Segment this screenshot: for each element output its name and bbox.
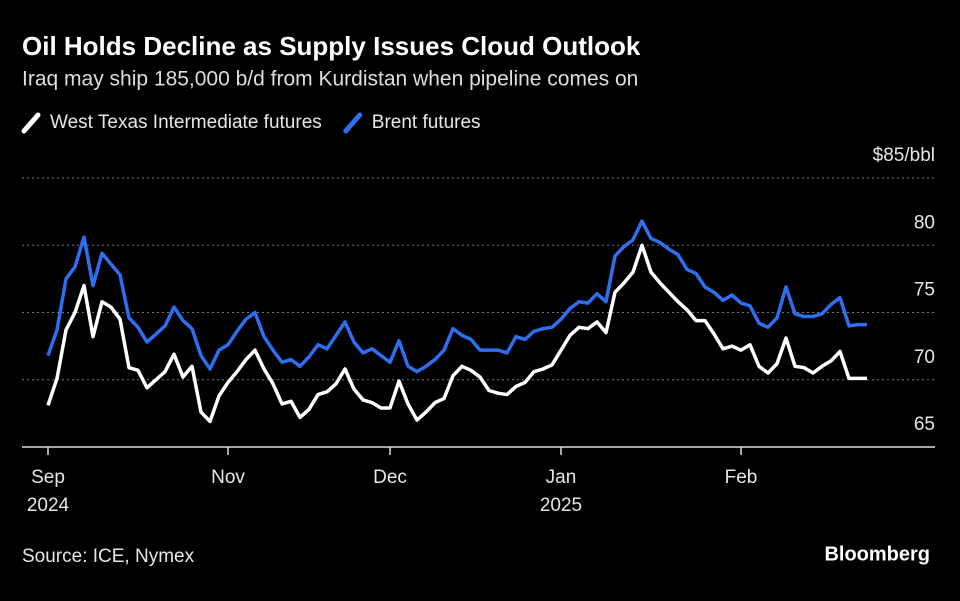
series-line bbox=[46, 219, 867, 374]
chart-subtitle: Iraq may ship 185,000 b/d from Kurdistan… bbox=[22, 68, 638, 91]
x-tick-label: Feb bbox=[725, 467, 758, 488]
x-tick-label: Dec bbox=[373, 467, 407, 488]
legend-label: West Texas Intermediate futures bbox=[50, 112, 322, 133]
legend-label: Brent futures bbox=[372, 112, 481, 133]
x-tick-label: Nov bbox=[211, 467, 245, 488]
chart-title: Oil Holds Decline as Supply Issues Cloud… bbox=[22, 31, 641, 61]
brand: Bloomberg bbox=[824, 543, 930, 565]
source: Source: ICE, Nymex bbox=[22, 546, 195, 567]
y-tick-label: $85/bbl bbox=[873, 145, 935, 166]
y-tick-label: 80 bbox=[914, 212, 935, 233]
x-year-label: 2024 bbox=[27, 495, 70, 516]
y-tick-label: 65 bbox=[914, 414, 935, 435]
series-line bbox=[46, 243, 867, 424]
legend-swatch bbox=[21, 112, 41, 134]
y-tick-label: 70 bbox=[914, 347, 935, 368]
x-tick-label: Sep bbox=[31, 467, 65, 488]
legend-swatch bbox=[343, 112, 363, 134]
y-tick-label: 75 bbox=[914, 280, 935, 301]
x-year-label: 2025 bbox=[540, 495, 582, 516]
x-tick-label: Jan bbox=[546, 467, 577, 488]
